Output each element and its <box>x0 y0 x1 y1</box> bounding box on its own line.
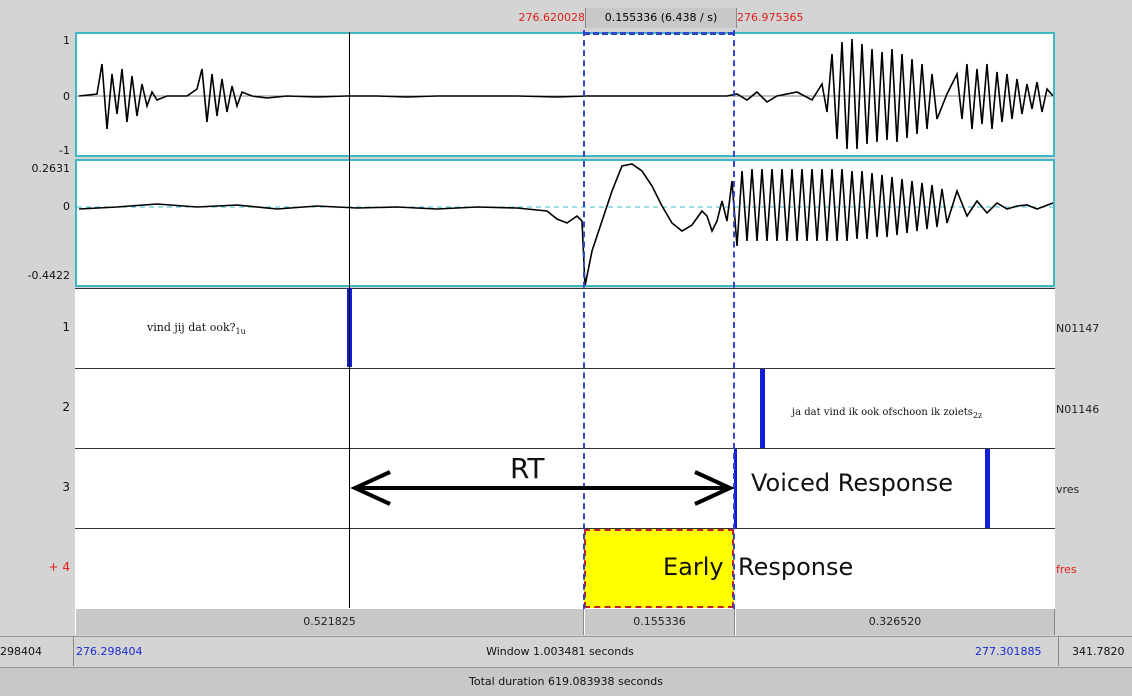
early-response-interval[interactable] <box>584 529 734 608</box>
early-label: Early <box>663 553 724 581</box>
tier-1-number: 1 <box>62 320 70 334</box>
selection-end-time: 276.975365 <box>737 11 804 24</box>
tier-1[interactable]: vind jij dat ook?1u <box>75 288 1055 369</box>
window-end-time[interactable]: 277.301885 <box>975 645 1042 658</box>
tier-2-interval-text: ja dat vind ik ook ofschoon ik zoiets2z <box>792 407 982 420</box>
tier-2-boundary[interactable] <box>760 369 765 448</box>
tier-1-interval-text: vind jij dat ook?1u <box>147 321 246 336</box>
tier-3-name: vres <box>1056 483 1080 496</box>
window-separator-right <box>1058 636 1059 666</box>
tier-3-number: 3 <box>62 480 70 494</box>
segment-selection-duration[interactable]: 0.155336 <box>584 609 735 635</box>
segment-right-duration[interactable]: 0.326520 <box>735 609 1055 635</box>
response-label: Response <box>738 553 854 581</box>
waveform-panel[interactable] <box>75 32 1055 157</box>
zoom-ymax-label: 0.2631 <box>31 162 71 175</box>
tier-2-name: N01146 <box>1056 403 1100 416</box>
tier-2-text: ja dat vind ik ook ofschoon ik zoiets <box>792 407 973 418</box>
tier-3-boundary-start[interactable] <box>734 449 737 528</box>
tier-4[interactable] <box>75 528 1055 610</box>
waveform-ymax-label: 1 <box>63 34 70 47</box>
segment-left-duration[interactable]: 0.521825 <box>75 609 584 635</box>
selection-start-line[interactable] <box>583 30 585 610</box>
window-duration[interactable]: Window 1.003481 seconds <box>486 645 634 658</box>
selection-start-time: 276.620028 <box>518 11 585 24</box>
waveform-yzero-label: 0 <box>63 90 70 103</box>
selection-end-line[interactable] <box>733 30 735 610</box>
zoom-ymin-label: -0.4422 <box>27 269 70 282</box>
window-start-time[interactable]: 276.298404 <box>76 645 143 658</box>
tier-2-subscript: 2z <box>972 411 983 420</box>
tier-2-number: 2 <box>62 400 70 414</box>
tier-1-subscript: 1u <box>235 327 246 337</box>
rt-arrow <box>350 470 735 506</box>
time-cursor[interactable] <box>349 32 350 608</box>
window-bar[interactable] <box>0 636 1132 667</box>
zoom-waveform-plot <box>77 163 1053 285</box>
rt-label: RT <box>510 452 545 485</box>
tier-2[interactable]: ja dat vind ik ook ofschoon ik zoiets2z <box>75 368 1055 449</box>
selection-top-edge <box>584 32 734 35</box>
zoom-waveform-panel[interactable] <box>75 159 1055 287</box>
total-duration-bar[interactable] <box>0 667 1132 696</box>
selection-duration[interactable]: 0.155336 (6.438 / s) <box>585 8 737 28</box>
left-outer-time[interactable]: 298404 <box>0 645 42 658</box>
tier-1-name: N01147 <box>1056 322 1100 335</box>
window-separator-left <box>73 636 74 666</box>
waveform-ymin-label: -1 <box>59 144 70 157</box>
waveform-plot <box>77 38 1053 150</box>
tier-4-number: + 4 <box>48 560 70 574</box>
right-outer-time[interactable]: 341.7820 <box>1072 645 1125 658</box>
tier-4-name: fres <box>1056 563 1077 576</box>
tier-1-text: vind jij dat ook? <box>147 321 236 334</box>
voiced-response-label: Voiced Response <box>751 469 953 497</box>
total-duration[interactable]: Total duration 619.083938 seconds <box>469 675 663 688</box>
zoom-yzero-label: 0 <box>63 200 70 213</box>
